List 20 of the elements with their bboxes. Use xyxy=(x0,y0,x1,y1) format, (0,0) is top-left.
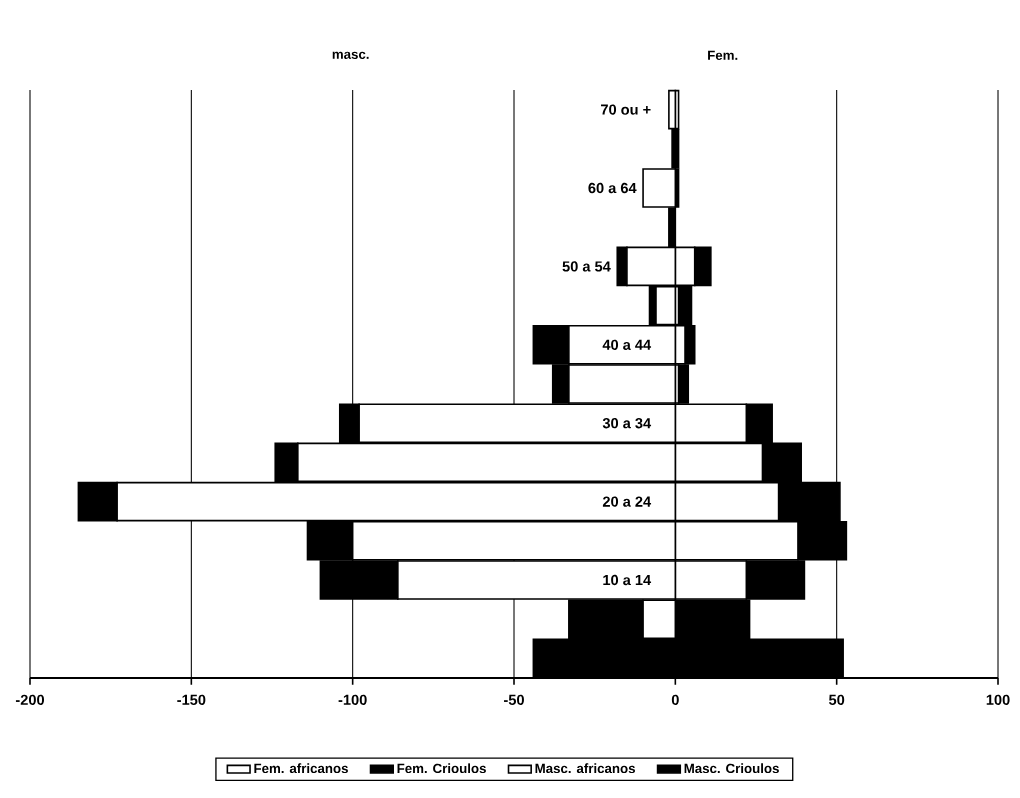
y-tick-label: 30 a 34 xyxy=(602,418,652,429)
y-tick-label: 10 a 14 xyxy=(603,574,652,586)
x-tick-label: -100 xyxy=(338,694,367,705)
y-tick-label: 50 a 54 xyxy=(562,261,611,272)
x-tick-label: -150 xyxy=(177,694,206,705)
text: masc. xyxy=(332,51,369,59)
legend-label: Fem. africanos xyxy=(254,763,348,774)
x-tick-label: 100 xyxy=(986,694,1010,705)
y-tick-label: 40 a 44 xyxy=(602,339,652,350)
x-tick-label: 50 xyxy=(829,694,845,705)
x-tick-label: 0 xyxy=(671,694,679,705)
y-tick-label: 60 a 64 xyxy=(588,182,637,194)
x-tick-label: -50 xyxy=(504,694,524,705)
text: Fem. xyxy=(708,50,738,60)
y-tick-label: 20 a 24 xyxy=(602,496,652,507)
legend-label: Masc. africanos xyxy=(535,763,635,774)
x-tick-label: -200 xyxy=(15,694,45,705)
legend-label: Masc. Crioulos xyxy=(684,763,779,774)
y-tick-label: 70 ou + xyxy=(601,104,651,115)
legend-label: Fem. Crioulos xyxy=(397,763,486,774)
